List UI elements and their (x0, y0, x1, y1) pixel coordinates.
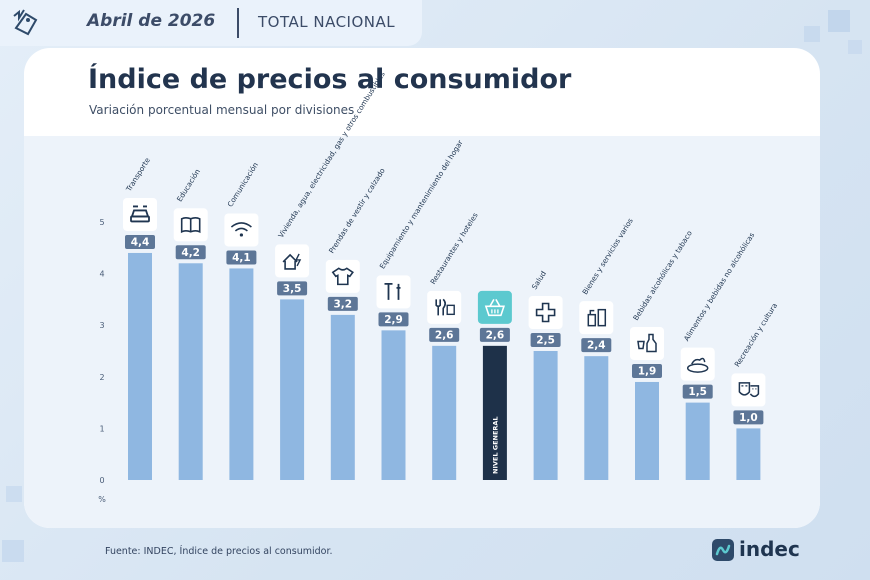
theater-icon (738, 382, 760, 398)
value-label-bg (125, 234, 155, 249)
header-tab: Abril de 2026 TOTAL NACIONAL (0, 0, 422, 46)
value-label: 4,4 (131, 236, 150, 248)
bottle-icon (637, 333, 657, 353)
value-label-bg (682, 384, 713, 399)
indec-logo-icon (712, 539, 734, 561)
y-tick-label: 5 (99, 218, 104, 227)
category-label: Bienes y servicios varios (580, 216, 635, 296)
basket-icon (484, 298, 506, 317)
y-axis-unit: % (98, 495, 106, 504)
category-label: Recreación y cultura (732, 301, 779, 368)
y-tick-label: 1 (99, 424, 104, 433)
value-label: 1,9 (638, 365, 657, 377)
decor-pixel (828, 10, 850, 32)
icon-box (376, 275, 411, 309)
wifi-icon (230, 222, 252, 237)
value-label-bg (733, 410, 764, 425)
price-tag-icon (13, 9, 38, 36)
bar (128, 252, 152, 480)
bar (280, 299, 305, 480)
value-label-bg (581, 338, 612, 353)
brand-name: indec (739, 537, 800, 561)
icon-box (275, 244, 310, 278)
value-label-bg (429, 327, 460, 342)
y-tick-label: 4 (99, 270, 104, 279)
bar (178, 263, 203, 480)
fork-knife-icon (435, 298, 455, 316)
value-label: 4,2 (181, 247, 200, 259)
bar (381, 330, 406, 480)
bar (736, 428, 761, 480)
value-label: 2,5 (536, 335, 555, 347)
tools-icon (384, 282, 401, 300)
chart-title: Índice de precios al consumidor (88, 64, 572, 95)
category-label: Prendas de vestir y calzado (327, 166, 387, 255)
report-scope: TOTAL NACIONAL (258, 13, 396, 31)
icon-box (477, 290, 512, 324)
cross-icon (535, 302, 556, 323)
y-tick-label: 0 (99, 476, 104, 485)
bar (533, 351, 558, 480)
book-icon (180, 216, 201, 234)
category-label: Comunicación (225, 161, 260, 209)
category-label: NIVEL GENERAL (491, 416, 499, 474)
value-label: 2,6 (486, 329, 505, 341)
bar-nivel-general (482, 345, 507, 480)
value-label-bg (479, 327, 510, 342)
value-label: 2,4 (587, 340, 606, 352)
category-label: Transporte (124, 155, 153, 193)
bar (229, 268, 254, 480)
tshirt-icon (331, 267, 354, 286)
value-label-bg (530, 333, 561, 347)
bar (432, 345, 457, 480)
value-label-bg (175, 245, 206, 260)
icon-box (579, 301, 614, 335)
decor-pixel (804, 26, 820, 42)
report-date: Abril de 2026 (87, 11, 216, 31)
value-label: 3,5 (283, 283, 302, 295)
value-label: 1,5 (688, 386, 707, 398)
y-tick-label: 3 (99, 321, 104, 330)
bar (685, 402, 710, 480)
decor-pixel (848, 40, 862, 54)
value-label-bg (327, 296, 358, 311)
category-label: Bebidas alcohólicas y tabaco (631, 229, 694, 322)
value-label-bg (632, 363, 662, 378)
decor-pixel (6, 486, 22, 502)
value-label-bg (277, 281, 308, 296)
value-label: 3,2 (333, 298, 352, 310)
chart-subtitle: Variación porcentual mensual por divisio… (89, 103, 355, 117)
category-label: Alimentos y bebidas no alcohólicas (682, 231, 757, 343)
icon-box (731, 373, 766, 407)
value-label-bg (378, 312, 409, 327)
value-label: 2,9 (384, 314, 403, 326)
bar (584, 356, 609, 480)
source-note: Fuente: INDEC, Índice de precios al cons… (105, 546, 333, 557)
bar (330, 314, 355, 480)
header-divider (237, 8, 239, 38)
value-label: 4,1 (232, 252, 251, 264)
house-icon (282, 253, 302, 270)
value-label: 2,6 (435, 329, 454, 341)
y-tick-label: 2 (99, 373, 104, 382)
icon-box (325, 259, 360, 293)
food-icon (686, 357, 709, 373)
bar (635, 381, 659, 480)
car-icon (130, 205, 150, 223)
value-label: 1,0 (739, 412, 758, 424)
icon-box (528, 296, 563, 329)
hygiene-icon (587, 308, 607, 327)
category-label: Educación (175, 167, 202, 203)
icon-box (123, 197, 157, 231)
icon-box (224, 213, 259, 247)
decor-pixel (2, 540, 24, 562)
category-label: Vivienda, agua, electricidad, gas y otro… (276, 70, 387, 240)
value-label-bg (226, 250, 257, 265)
category-label: Salud (530, 269, 548, 291)
category-label: Restaurantes y hoteles (428, 211, 480, 286)
